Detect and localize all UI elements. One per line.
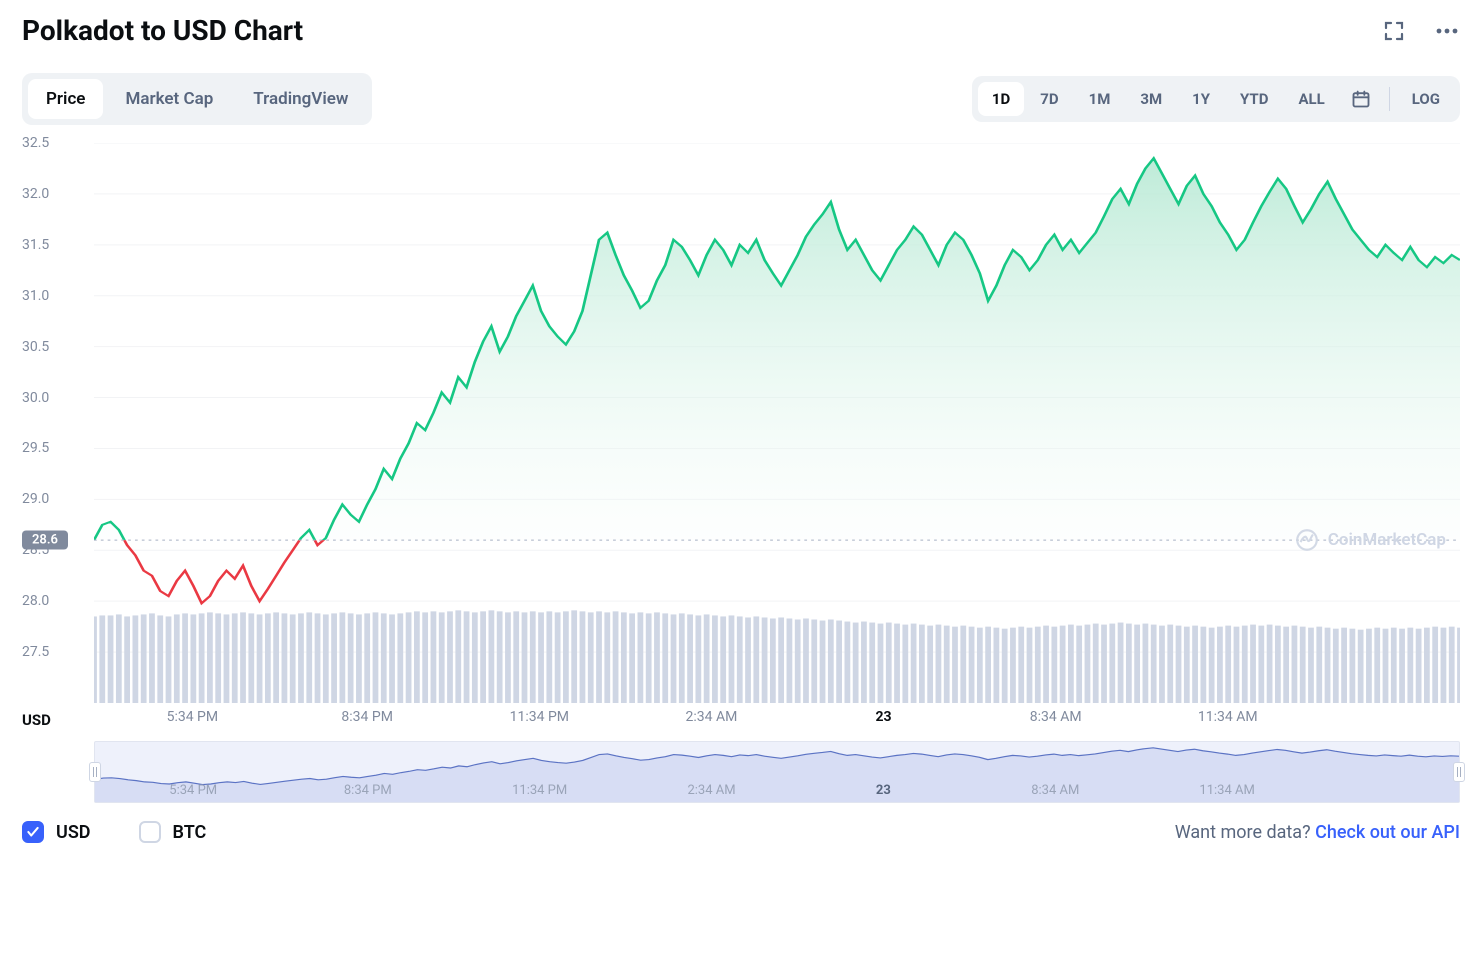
nav-x-tick-label: 5:34 PM [169, 783, 217, 798]
x-tick-label: 11:34 PM [510, 709, 569, 725]
x-tick-label: 23 [876, 709, 892, 725]
y-tick-label: 29.0 [22, 491, 74, 507]
y-axis-unit: USD [22, 709, 94, 729]
checkbox-btc[interactable] [139, 821, 161, 843]
tab-marketcap[interactable]: Market Cap [107, 79, 231, 119]
nav-x-tick-label: 11:34 PM [512, 783, 567, 798]
tab-tradingview[interactable]: TradingView [235, 79, 366, 119]
nav-x-tick-label: 2:34 AM [687, 783, 735, 798]
range-1y[interactable]: 1Y [1178, 82, 1224, 116]
y-tick-label: 32.0 [22, 186, 74, 202]
x-tick-label: 11:34 AM [1198, 709, 1258, 725]
nav-x-tick-label: 8:34 AM [1031, 783, 1079, 798]
x-tick-label: 8:34 AM [1030, 709, 1082, 725]
x-tick-label: 8:34 PM [341, 709, 393, 725]
nav-x-tick-label: 11:34 AM [1199, 783, 1254, 798]
reference-price-badge: 28.6 [22, 531, 68, 550]
tab-price[interactable]: Price [28, 79, 103, 119]
legend-usd[interactable]: USD [22, 821, 91, 843]
range-1m[interactable]: 1M [1075, 82, 1125, 116]
view-tabs: Price Market Cap TradingView [22, 73, 372, 125]
y-tick-label: 28.0 [22, 593, 74, 609]
y-tick-label: 30.5 [22, 339, 74, 355]
range-7d[interactable]: 7D [1026, 82, 1072, 116]
range-all[interactable]: ALL [1284, 82, 1338, 116]
legend-btc-label: BTC [173, 822, 207, 843]
range-ytd[interactable]: YTD [1226, 82, 1282, 116]
range-3m[interactable]: 3M [1126, 82, 1176, 116]
x-tick-label: 5:34 PM [167, 709, 219, 725]
range-1d[interactable]: 1D [978, 82, 1024, 116]
watermark: CoinMarketCap [1294, 527, 1446, 553]
legend-usd-label: USD [56, 822, 91, 843]
range-selector: 1D 7D 1M 3M 1Y YTD ALL LOG [972, 76, 1460, 122]
navigator[interactable]: 5:34 PM 8:34 PM 11:34 PM 2:34 AM 23 8:34 AM 11… [94, 741, 1460, 803]
page-title: Polkadot to USD Chart [22, 14, 303, 47]
fullscreen-icon[interactable] [1382, 19, 1406, 43]
y-tick-label: 30.0 [22, 390, 74, 406]
y-tick-label: 27.5 [22, 644, 74, 660]
y-tick-label: 31.0 [22, 288, 74, 304]
scale-log[interactable]: LOG [1398, 82, 1454, 116]
nav-x-tick-label: 8:34 PM [344, 783, 392, 798]
legend-btc[interactable]: BTC [139, 821, 207, 843]
price-chart[interactable]: 27.528.028.529.029.530.030.531.031.532.0… [22, 143, 1460, 703]
more-icon[interactable] [1434, 19, 1460, 43]
y-tick-label: 32.5 [22, 135, 74, 151]
y-tick-label: 31.5 [22, 237, 74, 253]
navigator-handle-right[interactable] [1453, 762, 1465, 782]
checkbox-usd[interactable] [22, 821, 44, 843]
nav-x-tick-label: 23 [876, 783, 891, 798]
navigator-handle-left[interactable] [89, 762, 101, 782]
y-tick-label: 29.5 [22, 440, 74, 456]
api-link[interactable]: Check out our API [1315, 822, 1460, 843]
x-tick-label: 2:34 AM [686, 709, 738, 725]
calendar-icon[interactable] [1341, 83, 1381, 115]
more-data-prompt: Want more data? Check out our API [1175, 822, 1460, 843]
